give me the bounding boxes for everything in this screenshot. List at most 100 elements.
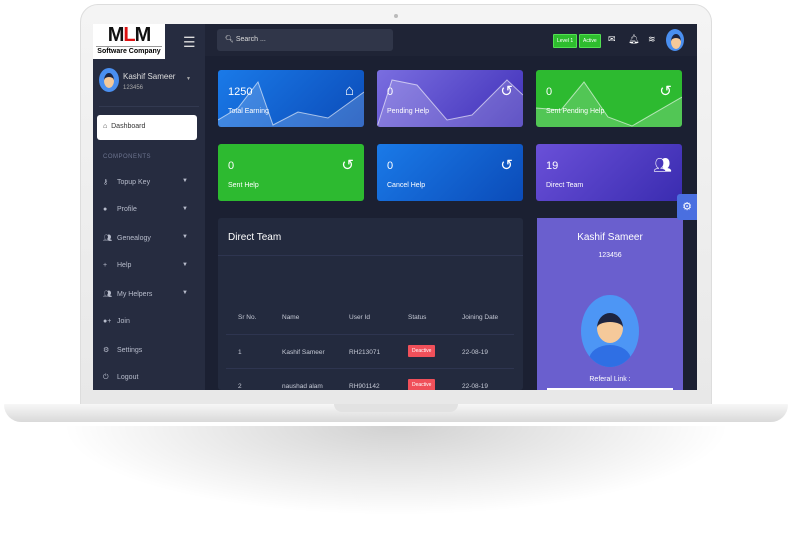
column-header: Name xyxy=(282,314,300,321)
gear-icon: ⚙ xyxy=(103,347,110,354)
column-header: Status xyxy=(408,314,427,321)
card-sparkline xyxy=(218,80,364,127)
card-value: 19 xyxy=(546,160,559,172)
card-label: Sent Help xyxy=(228,182,259,189)
topbar: 🔍︎ Search ... Level 1 Active ✉ 🔔︎ ≋ xyxy=(205,24,697,56)
stat-card[interactable]: 0 Pending Help ↺ xyxy=(377,70,523,127)
caret-down-icon: ▼ xyxy=(182,290,188,296)
key-icon: ⚷ xyxy=(103,179,109,186)
avatar xyxy=(99,68,119,92)
sidebar-item-profile[interactable]: ● Profile ▼ xyxy=(103,206,188,213)
table-cell: 22-08-19 xyxy=(462,383,489,390)
laptop-notch xyxy=(334,404,458,412)
user-id: 123456 xyxy=(123,85,144,91)
referral-link-field[interactable] xyxy=(547,388,673,390)
users-icon: 👥︎ xyxy=(652,157,672,174)
referral-label: Referal Link : xyxy=(589,376,631,383)
status-badge: Deactive xyxy=(408,379,436,390)
logo[interactable]: MLM Software Company xyxy=(93,24,165,59)
caret-down-icon: ▼ xyxy=(186,76,191,82)
card-sparkline xyxy=(536,81,682,127)
history-icon: ↺ xyxy=(341,157,354,174)
profile-name: Kashif Sameer xyxy=(577,232,643,243)
settings-gear-button[interactable]: ⚙ xyxy=(677,194,697,220)
profile-avatar xyxy=(581,295,639,367)
stat-card[interactable]: 19 Direct Team 👥︎ xyxy=(536,144,682,201)
sidebar-item-help[interactable]: + Help ▼ xyxy=(103,262,188,269)
column-header: Sr No. xyxy=(238,314,257,321)
menu-toggle-icon[interactable]: ☰ xyxy=(183,34,196,50)
table-cell: 22-08-19 xyxy=(462,349,489,356)
stat-card[interactable]: 0 Cancel Help ↺ xyxy=(377,144,523,201)
history-icon: ↺ xyxy=(659,83,672,100)
laptop-base xyxy=(4,404,788,422)
caret-down-icon: ▼ xyxy=(182,206,188,212)
column-header: Joining Date xyxy=(462,314,499,321)
mail-icon[interactable]: ✉ xyxy=(608,34,616,44)
table-cell: RH213071 xyxy=(349,349,381,356)
stat-card[interactable]: 0 Sent Help ↺ xyxy=(218,144,364,201)
column-header: User Id xyxy=(349,314,370,321)
divider xyxy=(218,255,523,256)
layers-icon[interactable]: ≋ xyxy=(648,34,656,44)
level-badge[interactable]: Level 1 xyxy=(553,34,578,48)
caret-down-icon: ▼ xyxy=(182,178,188,184)
stat-card[interactable]: 1250 Total Earning ⌂ xyxy=(218,70,364,127)
table-cell: Kashif Sameer xyxy=(282,349,325,356)
panel-title: Direct Team xyxy=(228,232,282,243)
power-icon: ⏻ xyxy=(103,374,109,381)
row-divider xyxy=(226,334,514,335)
status-badge: Deactive xyxy=(408,345,436,357)
user-icon: ● xyxy=(103,206,108,213)
search-icon: 🔍︎ xyxy=(225,36,234,43)
table-cell: RH901142 xyxy=(349,383,380,390)
table-cell: naushad alam xyxy=(282,383,323,390)
user-name: Kashif Sameer xyxy=(123,72,176,81)
status-badge[interactable]: Active xyxy=(579,34,601,48)
card-label: Pending Help xyxy=(387,108,430,115)
sidebar-item-my-helpers[interactable]: 👥︎ My Helpers ▼ xyxy=(103,290,188,298)
caret-down-icon: ▼ xyxy=(182,234,188,240)
screen: MLM Software Company ☰ Kashif Sameer 123… xyxy=(93,24,697,390)
table-cell: 1 xyxy=(238,349,242,356)
section-label: COMPONENTS xyxy=(103,154,152,160)
card-label: Total Earning xyxy=(228,108,269,115)
card-sparkline xyxy=(377,79,523,127)
row-divider xyxy=(226,368,514,369)
sidebar-item-genealogy[interactable]: 👥︎ Genealogy ▼ xyxy=(103,234,188,242)
bell-icon[interactable]: 🔔︎ xyxy=(628,34,640,44)
sidebar-item-topup-key[interactable]: ⚷ Topup Key ▼ xyxy=(103,178,188,186)
home-icon: ⌂ xyxy=(103,123,108,130)
users-icon: 👥︎ xyxy=(103,235,112,242)
sidebar-item-join[interactable]: ●+ Join xyxy=(103,318,130,325)
profile-card: Kashif Sameer 123456 Referal Link : xyxy=(537,218,683,390)
profile-id: 123456 xyxy=(598,252,622,259)
camera xyxy=(394,14,398,18)
home-icon: ⌂ xyxy=(344,82,354,99)
sidebar: MLM Software Company ☰ Kashif Sameer 123… xyxy=(93,24,205,390)
sidebar-item-logout[interactable]: ⏻ Logout xyxy=(103,374,139,381)
caret-down-icon: ▼ xyxy=(182,262,188,268)
plus-icon: + xyxy=(103,262,108,269)
stat-card[interactable]: 0 Sent Pending Help ↺ xyxy=(536,70,682,127)
table-cell: 2 xyxy=(238,383,242,390)
laptop-shadow xyxy=(60,426,732,516)
card-value: 0 xyxy=(546,86,553,98)
card-value: 0 xyxy=(387,86,394,98)
history-icon: ↺ xyxy=(500,157,513,174)
card-label: Sent Pending Help xyxy=(546,108,605,115)
card-value: 1250 xyxy=(228,86,253,98)
divider xyxy=(99,106,199,107)
card-value: 0 xyxy=(228,160,235,172)
search-input[interactable]: 🔍︎ Search ... xyxy=(217,29,393,51)
card-label: Cancel Help xyxy=(387,182,426,189)
users-icon: 👥︎ xyxy=(103,291,112,298)
direct-team-panel: Direct Team Sr No. Name User Id Status Joini… xyxy=(218,218,523,390)
sidebar-item-settings[interactable]: ⚙ Settings xyxy=(103,347,143,354)
user-plus-icon: ●+ xyxy=(103,318,112,325)
top-avatar[interactable] xyxy=(666,29,684,51)
card-value: 0 xyxy=(387,160,394,172)
card-label: Direct Team xyxy=(546,182,584,189)
history-icon: ↺ xyxy=(500,83,513,100)
sidebar-item-dashboard[interactable]: ⌂ Dashboard xyxy=(97,115,197,140)
